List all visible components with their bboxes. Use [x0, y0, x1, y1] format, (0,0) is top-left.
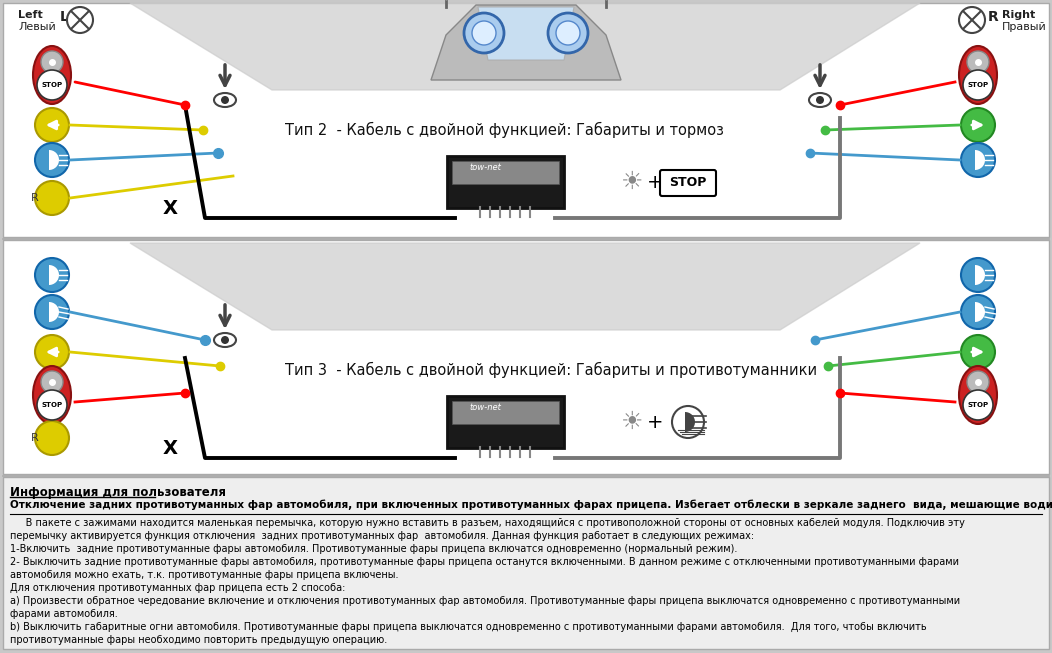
- Text: автомобиля можно ехать, т.к. противотуманные фары прицепа включены.: автомобиля можно ехать, т.к. противотума…: [11, 570, 399, 580]
- Circle shape: [963, 70, 993, 100]
- Ellipse shape: [214, 93, 236, 107]
- Text: X: X: [162, 439, 178, 458]
- Text: Левый: Левый: [18, 22, 56, 32]
- Text: STOP: STOP: [968, 82, 989, 88]
- Ellipse shape: [214, 333, 236, 347]
- Ellipse shape: [959, 46, 997, 104]
- FancyBboxPatch shape: [452, 161, 559, 184]
- Wedge shape: [975, 150, 985, 170]
- Polygon shape: [130, 3, 920, 90]
- Circle shape: [35, 258, 69, 292]
- FancyBboxPatch shape: [660, 170, 716, 196]
- Circle shape: [35, 143, 69, 177]
- Text: Left: Left: [18, 10, 43, 20]
- Circle shape: [967, 51, 989, 73]
- Circle shape: [35, 181, 69, 215]
- Polygon shape: [431, 5, 621, 80]
- Ellipse shape: [809, 93, 831, 107]
- Text: Тип 3  - Кабель с двойной функцией: Габариты и противотуманники: Тип 3 - Кабель с двойной функцией: Габар…: [285, 362, 817, 378]
- Circle shape: [960, 143, 995, 177]
- Circle shape: [221, 336, 229, 344]
- Polygon shape: [478, 7, 574, 60]
- Text: X: X: [162, 199, 178, 217]
- Text: перемычку активируется функция отключения  задних противотуманных фар  автомобил: перемычку активируется функция отключени…: [11, 531, 754, 541]
- Text: L: L: [60, 10, 68, 24]
- FancyBboxPatch shape: [3, 240, 1049, 474]
- Text: Right: Right: [1002, 10, 1035, 20]
- Text: tow-net: tow-net: [469, 163, 501, 172]
- Circle shape: [960, 295, 995, 329]
- Text: фарами автомобиля.: фарами автомобиля.: [11, 609, 118, 619]
- Text: R: R: [988, 10, 998, 24]
- Circle shape: [816, 96, 824, 104]
- FancyBboxPatch shape: [447, 156, 564, 208]
- Ellipse shape: [33, 366, 70, 424]
- Text: Тип 2  - Кабель с двойной функцией: Габариты и тормоз: Тип 2 - Кабель с двойной функцией: Габар…: [285, 122, 724, 138]
- Circle shape: [472, 21, 495, 45]
- Text: противотуманные фары необходимо повторить предыдущую операцию.: противотуманные фары необходимо повторит…: [11, 635, 387, 645]
- Text: Информация для пользователя: Информация для пользователя: [11, 486, 226, 499]
- Ellipse shape: [33, 46, 70, 104]
- Text: tow-net: tow-net: [469, 403, 501, 412]
- Circle shape: [967, 371, 989, 393]
- Text: ☀: ☀: [621, 170, 643, 194]
- Text: Правый: Правый: [1002, 22, 1047, 32]
- Text: В пакете с зажимами находится маленькая перемычка, которую нужно вставить в разъ: В пакете с зажимами находится маленькая …: [11, 518, 965, 528]
- Circle shape: [35, 335, 69, 369]
- Text: +: +: [647, 413, 663, 432]
- Circle shape: [548, 13, 588, 53]
- Wedge shape: [49, 150, 59, 170]
- FancyBboxPatch shape: [3, 3, 1049, 237]
- Wedge shape: [975, 265, 985, 285]
- Text: Для отключения противотуманных фар прицепа есть 2 способа:: Для отключения противотуманных фар прице…: [11, 583, 345, 593]
- Circle shape: [35, 421, 69, 455]
- Ellipse shape: [959, 366, 997, 424]
- Text: R: R: [32, 433, 39, 443]
- Circle shape: [672, 406, 704, 438]
- Text: а) Произвести обратное чередование включение и отключения противотуманных фар ав: а) Произвести обратное чередование включ…: [11, 596, 960, 606]
- Text: 2- Выключить задние противотуманные фары автомобиля, противотуманные фары прицеп: 2- Выключить задние противотуманные фары…: [11, 557, 959, 567]
- Circle shape: [41, 51, 63, 73]
- Circle shape: [960, 258, 995, 292]
- Text: 1-Включить  задние противотуманные фары автомобиля. Противотуманные фары прицепа: 1-Включить задние противотуманные фары а…: [11, 544, 737, 554]
- Text: STOP: STOP: [41, 82, 62, 88]
- Text: R: R: [32, 193, 39, 203]
- Text: STOP: STOP: [669, 176, 707, 189]
- Text: STOP: STOP: [41, 402, 62, 408]
- Circle shape: [963, 390, 993, 420]
- Wedge shape: [49, 265, 59, 285]
- Circle shape: [960, 108, 995, 142]
- Text: Отключение задних противотуманных фар автомобиля, при включенных противотуманных: Отключение задних противотуманных фар ав…: [11, 500, 1052, 511]
- Text: ☀: ☀: [621, 410, 643, 434]
- Circle shape: [221, 96, 229, 104]
- Polygon shape: [130, 243, 920, 330]
- Circle shape: [41, 371, 63, 393]
- Text: b) Выключить габаритные огни автомобиля. Противотуманные фары прицепа выключатся: b) Выключить габаритные огни автомобиля.…: [11, 622, 927, 632]
- Circle shape: [464, 13, 504, 53]
- Circle shape: [67, 7, 93, 33]
- Circle shape: [35, 295, 69, 329]
- Circle shape: [557, 21, 580, 45]
- Text: STOP: STOP: [968, 402, 989, 408]
- Circle shape: [35, 108, 69, 142]
- FancyBboxPatch shape: [452, 401, 559, 424]
- Circle shape: [37, 390, 67, 420]
- Wedge shape: [685, 412, 695, 432]
- Circle shape: [959, 7, 985, 33]
- Wedge shape: [49, 302, 59, 322]
- FancyBboxPatch shape: [3, 477, 1049, 649]
- Circle shape: [37, 70, 67, 100]
- FancyBboxPatch shape: [447, 396, 564, 448]
- Wedge shape: [975, 302, 985, 322]
- Circle shape: [960, 335, 995, 369]
- Text: +: +: [647, 172, 663, 191]
